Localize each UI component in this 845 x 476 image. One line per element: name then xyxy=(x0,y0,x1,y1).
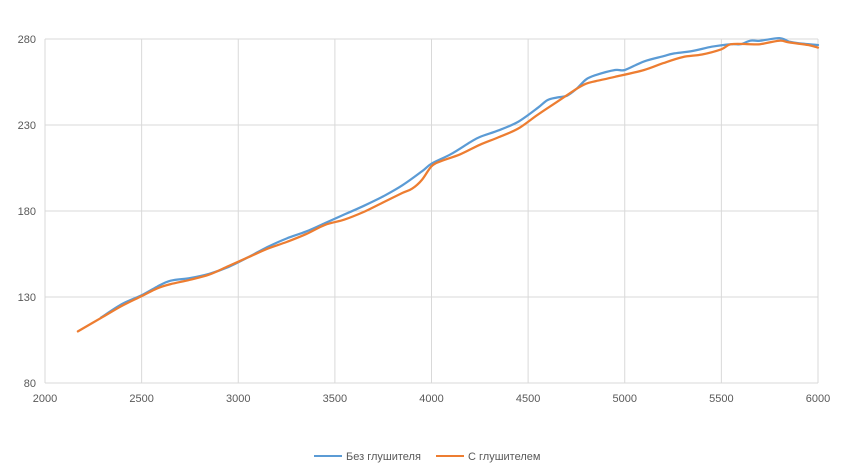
x-tick-label: 5000 xyxy=(613,393,637,405)
x-tick-label: 4000 xyxy=(419,393,443,405)
x-tick-label: 3500 xyxy=(323,393,347,405)
x-tick-label: 2500 xyxy=(129,393,153,405)
y-axis-ticks: 80 130 180 230 280 xyxy=(18,34,36,390)
x-tick-label: 4500 xyxy=(516,393,540,405)
legend-label-bez-glushitelya: Без глушителя xyxy=(346,451,421,463)
x-tick-label: 6000 xyxy=(806,393,830,405)
y-tick-label: 280 xyxy=(18,34,36,46)
gridlines xyxy=(44,38,819,384)
series-line-s-glushitelem xyxy=(76,39,820,333)
y-tick-label: 230 xyxy=(18,120,36,132)
x-tick-label: 2000 xyxy=(33,393,57,405)
y-tick-label: 180 xyxy=(18,206,36,218)
series-lines xyxy=(76,36,820,333)
x-axis-ticks: 2000 2500 3000 3500 4000 4500 5000 5500 6000 xyxy=(33,393,830,405)
legend-label-s-glushitelem: С глушителем xyxy=(468,451,540,463)
x-tick-label: 5500 xyxy=(709,393,733,405)
y-tick-label: 130 xyxy=(18,292,36,304)
legend: Без глушителя С глушителем xyxy=(314,451,540,463)
x-tick-label: 3000 xyxy=(226,393,250,405)
y-tick-label: 80 xyxy=(24,378,36,390)
